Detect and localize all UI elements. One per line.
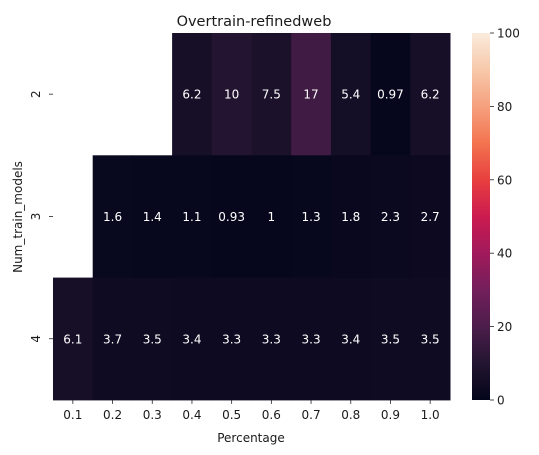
x-tick-label: 0.7	[302, 408, 321, 422]
heatmap-cell	[330, 33, 372, 156]
x-axis: 0.1 0.2 0.3 0.4 0.5 0.6 0.7 0.8 0.9 1.0	[63, 399, 440, 422]
heatmap-cell	[410, 155, 451, 279]
heatmap-cell	[370, 155, 411, 279]
heatmap-cell	[410, 277, 451, 401]
cell-value-label: 1	[268, 210, 276, 224]
cell-value-label: 3.3	[302, 332, 321, 346]
y-tick-label: 3	[29, 213, 43, 221]
x-axis-label: Percentage	[217, 431, 285, 445]
y-tick-label: 2	[29, 90, 43, 98]
colorbar-tick-label: 100	[497, 27, 520, 41]
cell-value-label: 3.4	[182, 332, 201, 346]
cell-value-label: 6.2	[421, 88, 440, 102]
x-tick-label: 0.1	[63, 408, 82, 422]
heatmap-cell	[92, 277, 133, 401]
y-tick-label: 4	[29, 335, 43, 343]
heatmap-cell	[291, 33, 332, 156]
chart-title: Overtrain-refinedweb	[177, 14, 332, 30]
cell-value-label: 3.7	[103, 332, 122, 346]
x-tick-label: 1.0	[421, 408, 440, 422]
heatmap-cell	[330, 277, 372, 401]
cell-value-label: 3.3	[222, 332, 241, 346]
cell-value-label: 2.3	[381, 210, 400, 224]
cell-value-label: 1.3	[302, 210, 321, 224]
y-axis: 2 3 4	[29, 90, 53, 343]
colorbar-tick-label: 40	[497, 247, 512, 261]
x-tick-label: 0.4	[182, 408, 201, 422]
heatmap-cell	[251, 33, 292, 156]
cell-value-label: 0.97	[377, 88, 404, 102]
x-tick-label: 0.3	[143, 408, 162, 422]
cell-value-label: 3.5	[381, 332, 400, 346]
cell-value-label: 1.1	[182, 210, 201, 224]
heatmap-cell	[172, 33, 213, 156]
cell-value-label: 10	[224, 88, 239, 102]
cell-value-label: 17	[303, 88, 318, 102]
colorbar	[472, 33, 490, 400]
cell-value-label: 0.93	[218, 210, 245, 224]
heatmap-cell	[291, 277, 332, 401]
x-tick-label: 0.5	[222, 408, 241, 422]
cell-value-label: 1.8	[341, 210, 360, 224]
cell-annotations: 6.2 10 7.5 17 5.4 0.97 6.2 1.6 1.4 1.1 0.93 1 1.3 1.8…	[63, 88, 439, 347]
heatmap-cell	[370, 277, 411, 401]
heatmap-cell	[211, 33, 252, 156]
colorbar-tick-label: 80	[497, 100, 512, 114]
cell-value-label: 1.4	[143, 210, 162, 224]
heatmap-cell	[211, 277, 252, 401]
heatmap-cell	[370, 33, 411, 156]
heatmap-cell	[53, 277, 94, 401]
heatmap-cell	[132, 155, 173, 279]
cell-value-label: 3.5	[421, 332, 440, 346]
cell-value-label: 7.5	[262, 88, 281, 102]
heatmap-cell	[172, 155, 213, 279]
heatmap-cells	[53, 33, 451, 401]
heatmap-cell	[132, 277, 173, 401]
x-tick-label: 0.8	[341, 408, 360, 422]
x-tick-label: 0.6	[262, 408, 281, 422]
x-tick-label: 0.2	[103, 408, 122, 422]
colorbar-ticks: 0 20 40 60 80 100	[490, 27, 520, 408]
cell-value-label: 6.1	[63, 332, 82, 346]
x-tick-label: 0.9	[381, 408, 400, 422]
cell-value-label: 2.7	[421, 210, 440, 224]
cell-value-label: 3.3	[262, 332, 281, 346]
y-axis-label: Num_train_models	[11, 161, 25, 273]
cell-value-label: 3.4	[341, 332, 360, 346]
heatmap-cell	[291, 155, 332, 279]
heatmap-cell	[410, 33, 451, 156]
colorbar-tick-label: 0	[497, 394, 505, 408]
heatmap-cell	[251, 277, 292, 401]
cell-value-label: 5.4	[341, 88, 360, 102]
heatmap-cell	[330, 155, 372, 279]
colorbar-tick-label: 20	[497, 320, 512, 334]
cell-value-label: 6.2	[182, 88, 201, 102]
heatmap-cell	[172, 277, 213, 401]
heatmap-cell	[92, 155, 133, 279]
cell-value-label: 1.6	[103, 210, 122, 224]
heatmap-cell	[211, 155, 252, 279]
heatmap-cell	[251, 155, 292, 279]
colorbar-tick-label: 60	[497, 173, 512, 187]
cell-value-label: 3.5	[143, 332, 162, 346]
